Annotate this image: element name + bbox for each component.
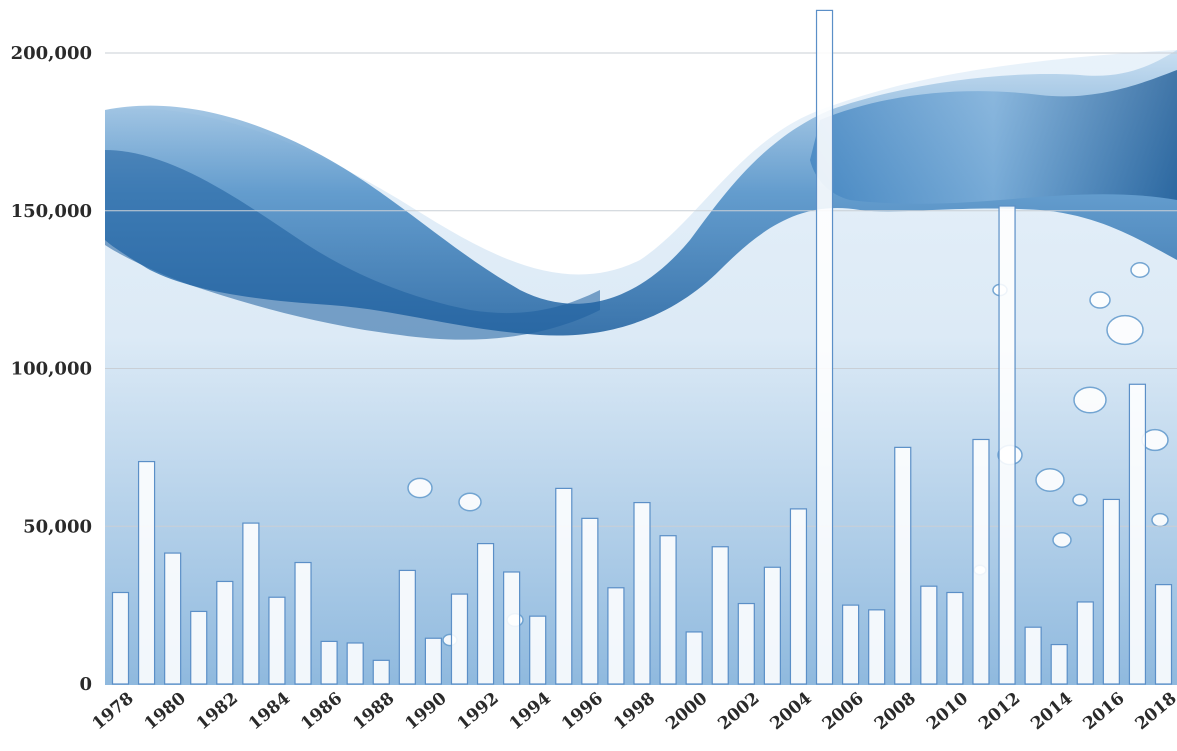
x-tick-label: 2016 bbox=[1079, 689, 1128, 735]
x-tick-label: 1986 bbox=[297, 689, 346, 735]
bar-2008 bbox=[894, 446, 912, 685]
x-tick-label: 1992 bbox=[454, 689, 503, 735]
bar-1981 bbox=[190, 610, 208, 685]
bar-2009 bbox=[920, 585, 938, 685]
bubble bbox=[407, 477, 433, 499]
x-tick-label: 1978 bbox=[89, 689, 138, 735]
bubble bbox=[1035, 468, 1065, 492]
bar-2005 bbox=[815, 9, 834, 685]
x-tick-label: 1996 bbox=[558, 689, 607, 735]
x-tick-label: 2010 bbox=[923, 688, 972, 734]
bar-2013 bbox=[1024, 626, 1042, 685]
bar-1998 bbox=[633, 501, 651, 685]
y-tick-label: 50,000 bbox=[23, 516, 92, 537]
x-tick-label: 1994 bbox=[506, 688, 555, 734]
bar-2012 bbox=[998, 205, 1016, 685]
x-tick-label: 1988 bbox=[349, 689, 398, 735]
bubble bbox=[1072, 493, 1088, 507]
bar-1993 bbox=[503, 571, 521, 685]
bar-2011 bbox=[972, 438, 990, 685]
bar-2000 bbox=[685, 631, 703, 685]
bar-2002 bbox=[737, 602, 755, 685]
bar-1992 bbox=[476, 543, 495, 685]
x-tick-label: 2018 bbox=[1132, 689, 1177, 735]
bar-1985 bbox=[294, 561, 312, 685]
bar-1996 bbox=[581, 517, 599, 685]
bar-1983 bbox=[242, 522, 260, 685]
bar-2017 bbox=[1128, 383, 1147, 685]
bar-2001 bbox=[711, 546, 729, 685]
bar-1979 bbox=[137, 460, 156, 685]
bar-2015 bbox=[1076, 601, 1094, 685]
bar-1978 bbox=[111, 591, 130, 685]
bubble bbox=[458, 492, 482, 512]
gridlines bbox=[105, 52, 1177, 527]
bar-2010 bbox=[946, 591, 964, 685]
y-tick-label: 100,000 bbox=[11, 359, 92, 380]
bar-1986 bbox=[320, 640, 338, 685]
bar-1995 bbox=[555, 487, 573, 685]
bar-2016 bbox=[1102, 498, 1120, 685]
bar-1997 bbox=[607, 587, 625, 685]
bar-1988 bbox=[372, 659, 390, 685]
bar-1990 bbox=[424, 637, 442, 685]
bar-2007 bbox=[868, 609, 886, 685]
bar-1987 bbox=[346, 642, 364, 685]
bar-1999 bbox=[659, 535, 677, 685]
y-axis: 0 50,000 100,000 150,000 200,000 bbox=[11, 43, 92, 695]
x-tick-label: 1980 bbox=[141, 688, 190, 734]
bar-2018 bbox=[1154, 584, 1173, 685]
bar-1994 bbox=[529, 615, 547, 685]
bar-1989 bbox=[398, 569, 416, 685]
x-tick-label: 2000 bbox=[662, 688, 711, 734]
x-tick-label: 1998 bbox=[610, 689, 659, 735]
x-tick-label: 2008 bbox=[871, 689, 920, 735]
bar-2014 bbox=[1050, 643, 1068, 685]
y-tick-label: 200,000 bbox=[11, 43, 92, 64]
y-tick-label: 0 bbox=[79, 674, 92, 695]
x-tick-label: 2004 bbox=[767, 688, 816, 734]
x-tick-label: 2012 bbox=[975, 689, 1024, 735]
bar-1980 bbox=[164, 552, 182, 685]
bubble bbox=[1073, 386, 1107, 414]
x-tick-label: 1990 bbox=[402, 688, 451, 734]
bubble bbox=[1130, 262, 1150, 278]
x-tick-label: 1982 bbox=[193, 689, 242, 735]
bubble bbox=[1052, 532, 1072, 548]
bubble bbox=[1151, 512, 1169, 528]
bubble bbox=[1089, 291, 1111, 309]
bar-1991 bbox=[450, 593, 469, 685]
x-tick-label: 1984 bbox=[245, 688, 294, 734]
bar-2004 bbox=[789, 508, 808, 685]
x-tick-label: 2006 bbox=[819, 689, 868, 735]
bar-2006 bbox=[841, 604, 860, 685]
bar-1984 bbox=[268, 596, 286, 685]
x-tick-label: 2002 bbox=[714, 689, 763, 735]
bars bbox=[111, 9, 1173, 685]
x-tick-label: 2014 bbox=[1027, 688, 1076, 734]
bubble bbox=[1106, 314, 1144, 346]
x-axis: 1978 1980 1982 1984 1986 1988 1990 1992 1994 1996… bbox=[89, 688, 1177, 734]
y-tick-label: 150,000 bbox=[11, 201, 92, 222]
bar-2003 bbox=[763, 566, 781, 685]
bar-1982 bbox=[216, 580, 234, 685]
